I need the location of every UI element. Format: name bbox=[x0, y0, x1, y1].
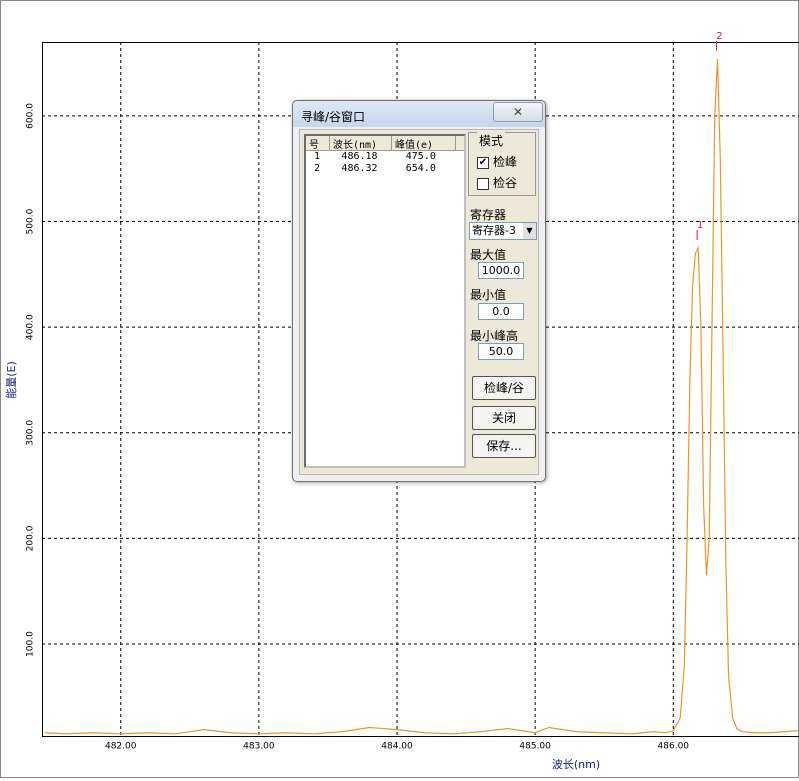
y-tick-label: 200.0 bbox=[26, 525, 36, 551]
dialog: 寻峰/谷窗口 ✕ 号 波长(nm) 峰值(e) 1 486.18 475.0 2 486… bbox=[292, 100, 546, 482]
column-header[interactable]: 波长(nm) bbox=[330, 136, 392, 151]
list-cell: 486.18 bbox=[341, 151, 378, 162]
x-axis-label: 波长(nm) bbox=[552, 758, 600, 771]
register-label: 寄存器 bbox=[470, 208, 507, 222]
field-input[interactable]: 50.0 bbox=[478, 343, 524, 360]
list-row[interactable]: 1 486.18 475.0 bbox=[306, 151, 464, 163]
x-tick-label: 483.00 bbox=[243, 742, 275, 752]
list-cell: 2 bbox=[314, 163, 321, 174]
check-box[interactable]: ✔ bbox=[477, 156, 489, 169]
field-label: 最小峰高 bbox=[470, 329, 519, 343]
dialog-title: 寻峰/谷窗口 bbox=[301, 110, 366, 124]
y-tick-label: 400.0 bbox=[26, 314, 36, 340]
field-input[interactable]: 1000.0 bbox=[478, 262, 524, 279]
field-label: 最小值 bbox=[470, 288, 507, 302]
field-label: 最大值 bbox=[470, 248, 507, 262]
checkbox-label: 检谷 bbox=[493, 176, 518, 190]
list-cell: 1 bbox=[314, 151, 321, 162]
plot-area bbox=[42, 42, 799, 737]
x-tick-label: 484.00 bbox=[381, 742, 413, 752]
x-tick-label: 485.00 bbox=[519, 742, 551, 752]
y-tick-label: 100.0 bbox=[26, 631, 36, 657]
close-icon[interactable]: ✕ bbox=[493, 102, 543, 122]
list-cell: 654.0 bbox=[405, 163, 436, 174]
y-tick-label: 600.0 bbox=[26, 103, 36, 129]
list-rows: 1 486.18 475.0 2 486.32 654.0 bbox=[306, 151, 464, 175]
register-select[interactable]: 寄存器-3 ▼ bbox=[469, 222, 537, 240]
list-row[interactable]: 2 486.32 654.0 bbox=[306, 163, 464, 175]
list-cell: 486.32 bbox=[341, 163, 378, 174]
button[interactable]: 关闭 bbox=[472, 406, 536, 430]
y-axis-label: 能量(E) bbox=[4, 361, 18, 399]
button[interactable]: 保存... bbox=[472, 434, 536, 458]
checkbox[interactable]: 检谷 bbox=[477, 174, 517, 191]
group-label: 模式 bbox=[477, 132, 506, 149]
list-cell: 475.0 bbox=[405, 151, 436, 162]
mode-group: 模式 ✔ 检峰 检谷 bbox=[468, 132, 536, 196]
peak-label: 1 bbox=[697, 220, 703, 231]
title-bar: 寻峰/谷窗口 ✕ bbox=[293, 101, 545, 127]
check-box[interactable] bbox=[477, 177, 489, 190]
checkbox[interactable]: ✔ 检峰 bbox=[477, 153, 517, 170]
dialog-body: 号 波长(nm) 峰值(e) 1 486.18 475.0 2 486.32 654.0 … bbox=[299, 129, 539, 475]
list-header: 号 波长(nm) 峰值(e) bbox=[306, 136, 464, 151]
field-input[interactable]: 0.0 bbox=[478, 303, 524, 320]
column-header[interactable]: 峰值(e) bbox=[392, 136, 456, 151]
y-tick-label: 300.0 bbox=[26, 420, 36, 446]
column-header[interactable]: 号 bbox=[306, 136, 330, 151]
checkbox-label: 检峰 bbox=[493, 155, 518, 169]
spectrum-line bbox=[44, 58, 798, 735]
x-tick-label: 482.00 bbox=[105, 742, 137, 752]
result-list: 号 波长(nm) 峰值(e) 1 486.18 475.0 2 486.32 654.0 bbox=[304, 134, 466, 468]
select-value: 寄存器-3 bbox=[472, 224, 516, 237]
peak-label: 2 bbox=[716, 31, 722, 42]
y-tick-label: 500.0 bbox=[26, 208, 36, 234]
button[interactable]: 检峰/谷 bbox=[472, 376, 536, 400]
x-tick-label: 486.00 bbox=[658, 742, 690, 752]
